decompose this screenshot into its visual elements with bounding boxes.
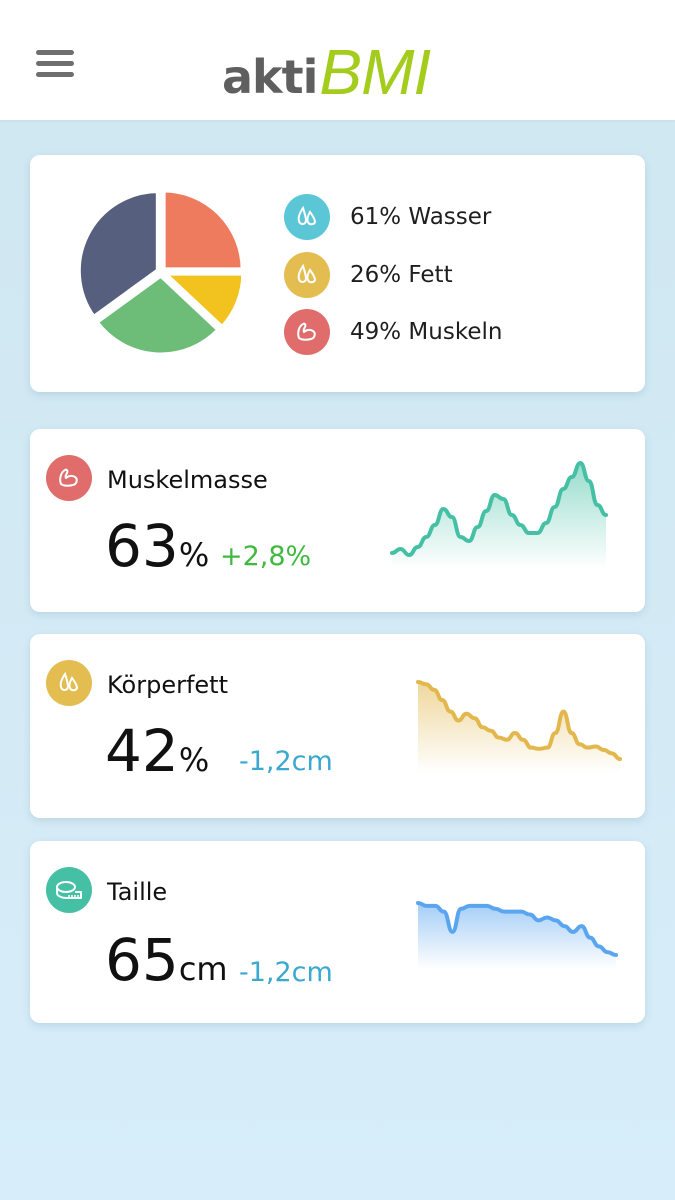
- metric-number: 42: [105, 717, 179, 785]
- waist-trend-chart: [416, 901, 618, 969]
- legend-label-muscle: 49% Muskeln: [350, 319, 503, 345]
- legend-item-muscle: 49% Muskeln: [284, 308, 502, 356]
- app-logo: akti BMI: [222, 24, 431, 108]
- hamburger-menu-icon[interactable]: [36, 50, 76, 80]
- legend-label-water: 61% Wasser: [350, 204, 492, 230]
- metric-card-waist[interactable]: Taille 65cm -1,2cm: [30, 841, 645, 1023]
- metric-unit: %: [178, 536, 210, 574]
- logo-text-akti: akti: [222, 50, 318, 104]
- metric-card-body-fat[interactable]: Körperfett 42% -1,2cm: [30, 634, 645, 818]
- pie-slice: [161, 270, 247, 331]
- metric-card-muscle-mass[interactable]: Muskelmasse 63% +2,8%: [30, 429, 645, 612]
- body-fat-trend-chart: [416, 680, 622, 773]
- metric-number: 63: [105, 512, 179, 580]
- muscle-mass-trend-chart: [390, 460, 608, 569]
- tape-measure-icon: [46, 867, 92, 913]
- pie-slice: [75, 188, 161, 321]
- trend-area: [418, 903, 616, 969]
- body-composition-pie-chart: [75, 185, 247, 360]
- metric-number: 65: [105, 926, 179, 994]
- trend-area: [392, 463, 606, 569]
- metric-value: 63%: [105, 517, 209, 575]
- fat-drops-icon: [46, 660, 92, 706]
- app-header: akti BMI: [0, 0, 675, 120]
- metric-title: Körperfett: [107, 671, 228, 699]
- fat-drops-icon: [284, 252, 330, 298]
- water-drops-icon: [284, 194, 330, 240]
- legend-item-water: 61% Wasser: [284, 193, 491, 241]
- body-composition-card[interactable]: 61% Wasser 26% Fett 49% Muskeln: [30, 155, 645, 392]
- metric-delta: -1,2cm: [239, 957, 333, 988]
- metric-title: Muskelmasse: [107, 466, 268, 494]
- metric-value: 42%: [105, 722, 209, 780]
- muscle-arm-icon: [46, 455, 92, 501]
- pie-slice: [93, 272, 222, 358]
- pie-slice: [160, 187, 246, 273]
- metric-unit: cm: [178, 950, 228, 988]
- trend-line: [416, 901, 618, 957]
- metric-unit: %: [178, 741, 210, 779]
- trend-line: [390, 460, 608, 558]
- trend-line: [416, 680, 622, 761]
- metric-title: Taille: [107, 878, 168, 906]
- logo-text-bmi: BMI: [319, 36, 431, 108]
- muscle-arm-icon: [284, 309, 330, 355]
- legend-label-fat: 26% Fett: [350, 262, 453, 288]
- metric-delta: -1,2cm: [239, 746, 333, 777]
- legend-item-fat: 26% Fett: [284, 251, 453, 299]
- trend-area: [418, 682, 620, 773]
- metric-delta: +2,8%: [220, 541, 312, 572]
- metric-value: 65cm: [105, 931, 228, 989]
